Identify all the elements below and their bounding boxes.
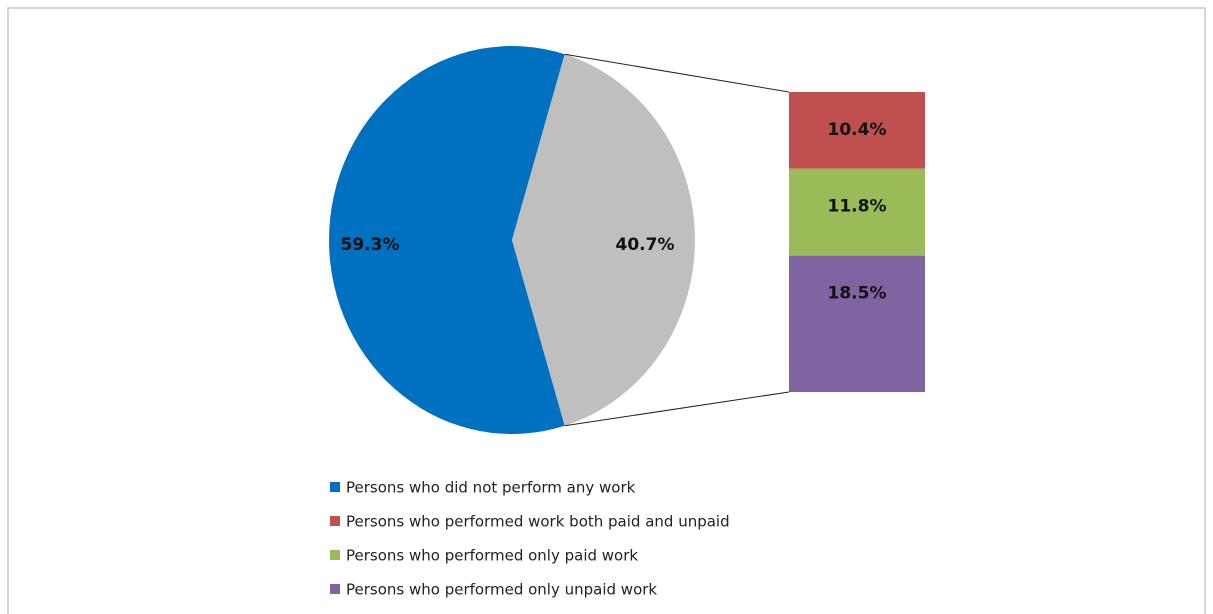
data-label: 40.7% <box>616 235 675 255</box>
data-label: 18.5% <box>828 284 887 304</box>
legend-swatch <box>330 550 340 560</box>
pie-slice <box>329 45 565 435</box>
legend-swatch <box>330 516 340 526</box>
legend-swatch <box>330 584 340 594</box>
bar-segment <box>789 168 925 256</box>
legend-label: Persons who performed only unpaid work <box>346 581 657 599</box>
connector-line <box>564 391 790 427</box>
data-label: 11.8% <box>828 197 887 217</box>
connector-line <box>564 53 790 93</box>
legend-label: Persons who did not perform any work <box>346 479 636 497</box>
bar-segment <box>789 92 925 169</box>
data-label: 10.4% <box>828 120 887 140</box>
pie-slice <box>512 54 695 426</box>
legend-label: Persons who performed only paid work <box>346 547 638 565</box>
data-label: 59.3% <box>341 235 400 255</box>
legend-swatch <box>330 482 340 492</box>
legend-label: Persons who performed work both paid and… <box>346 513 730 531</box>
bar-segment <box>789 255 925 392</box>
